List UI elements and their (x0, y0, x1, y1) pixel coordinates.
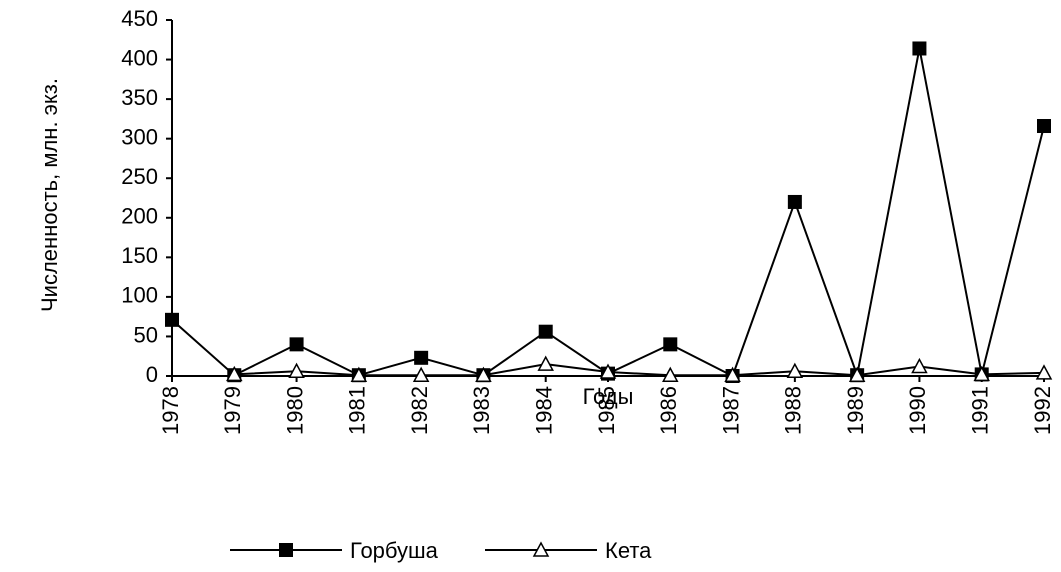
y-tick-label: 50 (134, 322, 158, 347)
marker (165, 312, 179, 327)
y-tick-label: 400 (121, 45, 158, 70)
marker (787, 194, 802, 209)
marker (662, 366, 679, 382)
x-tick-label: 1981 (345, 386, 370, 435)
marker (412, 366, 430, 382)
marker (848, 366, 866, 382)
x-tick-label: 1980 (282, 386, 307, 435)
marker (288, 362, 305, 379)
marker (1037, 119, 1051, 134)
y-tick-label: 450 (121, 6, 158, 31)
marker (279, 543, 293, 557)
marker (912, 41, 927, 56)
marker (1035, 364, 1053, 380)
series-line (171, 48, 1045, 379)
marker (289, 337, 304, 352)
x-tick-label: 1988 (781, 386, 806, 435)
y-axis-label: Численность, млн. экз. (37, 78, 62, 312)
y-tick-label: 200 (121, 204, 158, 229)
marker (537, 355, 554, 371)
marker (724, 366, 741, 382)
x-tick-label: 1983 (469, 386, 494, 435)
x-tick-label: 1986 (656, 386, 681, 435)
marker (414, 350, 429, 365)
y-tick-label: 350 (121, 85, 158, 110)
x-tick-label: 1978 (158, 386, 183, 435)
x-tick-label: 1989 (843, 386, 868, 435)
y-tick-label: 300 (121, 124, 158, 149)
marker (475, 366, 492, 382)
series-line (234, 363, 1045, 377)
marker (350, 366, 368, 382)
marker (911, 357, 928, 374)
marker (538, 324, 553, 339)
x-tick-label: 1985 (594, 386, 619, 435)
x-tick-label: 1984 (532, 386, 557, 435)
x-tick-label: 1991 (968, 386, 993, 435)
y-tick-label: 150 (121, 243, 158, 268)
marker (532, 541, 550, 557)
marker (226, 365, 243, 382)
x-tick-label: 1992 (1030, 386, 1055, 435)
y-tick-label: 0 (146, 362, 158, 387)
x-tick-label: 1987 (718, 386, 743, 435)
x-tick-label: 1982 (407, 386, 432, 435)
y-tick-label: 250 (121, 164, 158, 189)
marker (663, 337, 678, 352)
x-tick-label: 1990 (905, 386, 930, 435)
legend-label: Кета (605, 538, 652, 563)
x-tick-label: 1979 (220, 386, 245, 435)
y-tick-label: 100 (121, 283, 158, 308)
marker (973, 365, 990, 382)
marker (599, 363, 617, 379)
marker (786, 362, 804, 379)
legend-label: Горбуша (350, 538, 439, 563)
x-axis-label: Годы (583, 384, 634, 409)
